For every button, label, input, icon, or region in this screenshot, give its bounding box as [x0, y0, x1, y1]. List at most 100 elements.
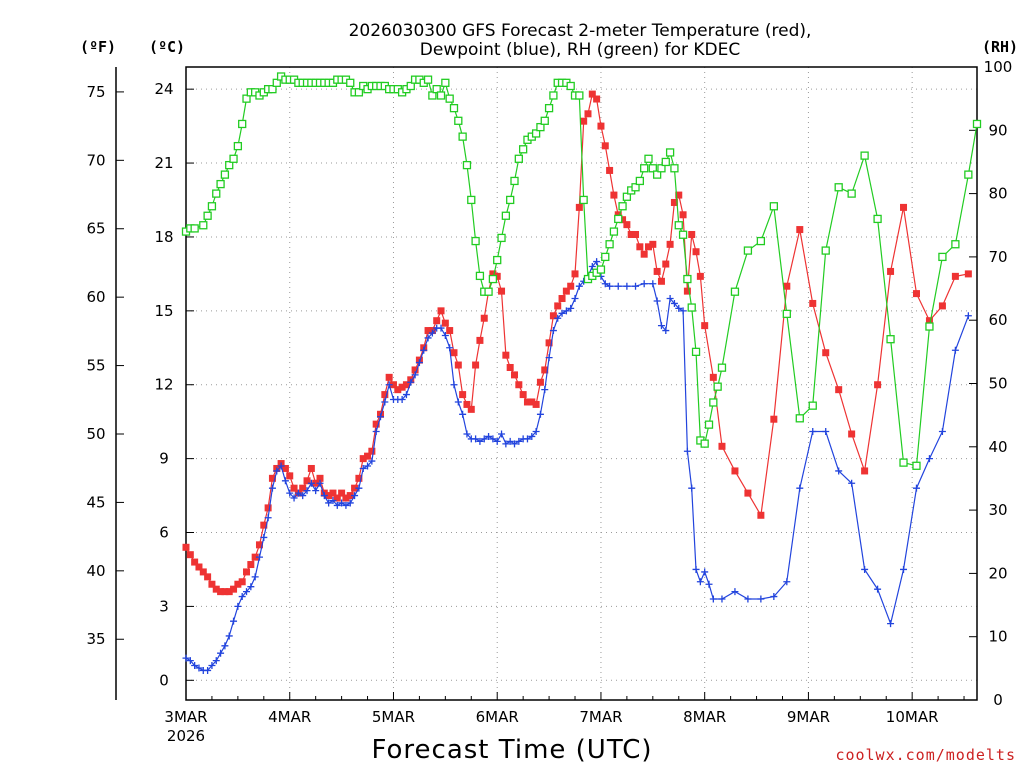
rh-tick-label: 90	[988, 121, 1007, 139]
dewpoint-point	[208, 662, 216, 670]
dewpoint-point	[571, 295, 579, 303]
rh-tick-label: 20	[988, 564, 1007, 582]
dewpoint-point	[683, 447, 691, 455]
rh-point	[406, 81, 415, 91]
rh-point	[445, 94, 454, 103]
temperature-point	[675, 191, 683, 199]
rh-point	[614, 214, 623, 224]
temperature-point	[554, 302, 562, 310]
dewpoint-point	[489, 435, 497, 443]
rh-point	[795, 414, 804, 423]
temperature-point	[796, 226, 804, 234]
temperature-point	[571, 270, 579, 278]
rh-point	[432, 85, 441, 94]
dewpoint-point	[359, 464, 367, 472]
rh-point	[938, 252, 947, 262]
time-tick-label: 10MAR	[886, 708, 939, 726]
dewpoint-point	[251, 573, 259, 581]
dewpoint-point	[472, 435, 480, 443]
temperature-point	[225, 588, 233, 596]
temperature-point	[632, 230, 640, 238]
temperature-point	[230, 585, 238, 593]
rh-point	[441, 78, 450, 87]
temperature-point	[709, 373, 717, 381]
rh-point	[609, 227, 619, 236]
dewpoint-point	[364, 462, 372, 470]
dewpoint-point	[329, 496, 337, 504]
temperature-point	[480, 314, 488, 322]
dewpoint-point	[593, 258, 601, 266]
temperature-point	[861, 467, 869, 475]
rh-point	[912, 461, 921, 470]
dewpoint-point	[325, 499, 333, 507]
rh-point	[467, 195, 476, 205]
temperature-point	[874, 381, 882, 389]
dewpoint-point	[212, 657, 220, 665]
rh-point	[743, 246, 753, 255]
dewpoint-point	[861, 565, 869, 573]
credit-link[interactable]: coolwx.com/modelts	[835, 746, 1016, 764]
rh-point	[462, 160, 472, 170]
temperature-point	[718, 442, 726, 450]
rh-point	[549, 91, 558, 100]
dewpoint-point	[385, 381, 393, 389]
dewpoint-point	[666, 295, 674, 303]
temperature-point	[653, 267, 661, 275]
temperature-point	[329, 489, 337, 497]
temperature-point	[887, 267, 895, 275]
rh-tick-label: 10	[988, 628, 1007, 646]
dewpoint-point	[381, 398, 389, 406]
temperature-point	[472, 361, 480, 369]
dewpoint-point	[428, 329, 436, 337]
temperature-point	[502, 351, 510, 359]
temperature-point	[286, 472, 294, 480]
temperature-point	[437, 307, 445, 315]
dewpoint-point	[848, 479, 856, 487]
rh-point	[674, 221, 683, 230]
dewpoint-point	[601, 280, 609, 288]
temperature-point	[623, 221, 631, 229]
rh-point	[579, 195, 588, 205]
dewpoint-point	[415, 359, 423, 367]
dewpoint-point	[238, 593, 246, 601]
rh-point	[216, 179, 225, 189]
temperature-line	[185, 92, 969, 593]
series-group	[181, 72, 982, 674]
dewpoint-point	[701, 568, 709, 576]
temperature-point	[562, 287, 570, 295]
temperature-point	[545, 339, 553, 347]
dewpoint-point	[692, 565, 700, 573]
temperature-point	[606, 166, 614, 174]
dewpoint-point	[377, 413, 385, 421]
temperature-point	[251, 553, 259, 561]
temperature-point	[247, 561, 255, 569]
dewpoint-point	[420, 346, 428, 354]
rh-tick-label: 30	[988, 501, 1007, 519]
dewpoint-point	[368, 457, 376, 465]
temperature-point	[446, 327, 454, 335]
rh-point	[268, 85, 277, 94]
dewpoint-point	[286, 489, 294, 497]
dewpoint-point	[398, 396, 406, 404]
rh-point	[212, 189, 221, 198]
dewpoint-point	[459, 410, 467, 418]
rh-series	[181, 72, 982, 470]
fahrenheit-tick-label: 55	[86, 357, 105, 375]
dewpoint-point	[506, 437, 514, 445]
rh-point	[964, 170, 973, 179]
temperature-point	[757, 511, 765, 519]
temperature-point	[649, 240, 657, 248]
rh-tick-label: 70	[988, 248, 1007, 266]
time-tick-sublabel: 2026	[167, 727, 205, 745]
celsius-tick-label: 0	[159, 671, 169, 689]
dewpoint-point	[273, 467, 281, 475]
dewpoint-point	[675, 304, 683, 312]
dewpoint-point	[493, 437, 501, 445]
dewpoint-point	[662, 327, 670, 335]
rh-point	[501, 211, 511, 220]
time-tick-label: 4MAR	[268, 708, 311, 726]
dewpoint-point	[312, 487, 320, 495]
temperature-point	[835, 386, 843, 394]
dewpoint-point	[195, 664, 203, 672]
dewpoint-point	[964, 312, 972, 320]
